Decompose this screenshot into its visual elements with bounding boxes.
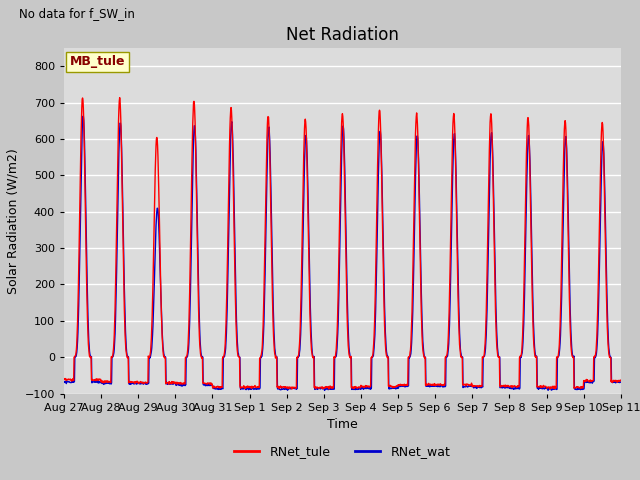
RNet_wat <box>429 383 437 388</box>
Text: MB_tule: MB_tule <box>70 55 125 68</box>
Line: RNet_tule: RNet_tule <box>64 97 620 389</box>
RNet_wat <box>246 386 254 392</box>
RNet_tule <box>184 341 192 347</box>
RNet_tule <box>116 95 124 100</box>
Title: Net Radiation: Net Radiation <box>286 25 399 44</box>
Line: RNet_wat: RNet_wat <box>64 116 620 390</box>
RNet_tule <box>616 377 624 383</box>
RNet_wat <box>60 379 68 385</box>
RNet_wat <box>321 387 328 393</box>
RNet_tule <box>429 382 437 388</box>
RNet_tule <box>60 376 68 382</box>
Y-axis label: Solar Radiation (W/m2): Solar Radiation (W/m2) <box>6 148 19 294</box>
RNet_tule <box>246 384 254 390</box>
Legend: RNet_tule, RNet_wat: RNet_tule, RNet_wat <box>230 440 455 463</box>
RNet_tule <box>171 380 179 386</box>
RNet_wat <box>79 113 87 119</box>
RNet_wat <box>171 380 179 386</box>
RNet_wat <box>502 384 510 389</box>
Text: No data for f_SW_in: No data for f_SW_in <box>19 7 135 20</box>
RNet_wat <box>184 349 192 355</box>
X-axis label: Time: Time <box>327 418 358 431</box>
RNet_tule <box>502 384 510 389</box>
RNet_tule <box>288 386 296 392</box>
RNet_wat <box>551 386 559 392</box>
RNet_wat <box>616 379 624 385</box>
RNet_tule <box>551 386 559 392</box>
